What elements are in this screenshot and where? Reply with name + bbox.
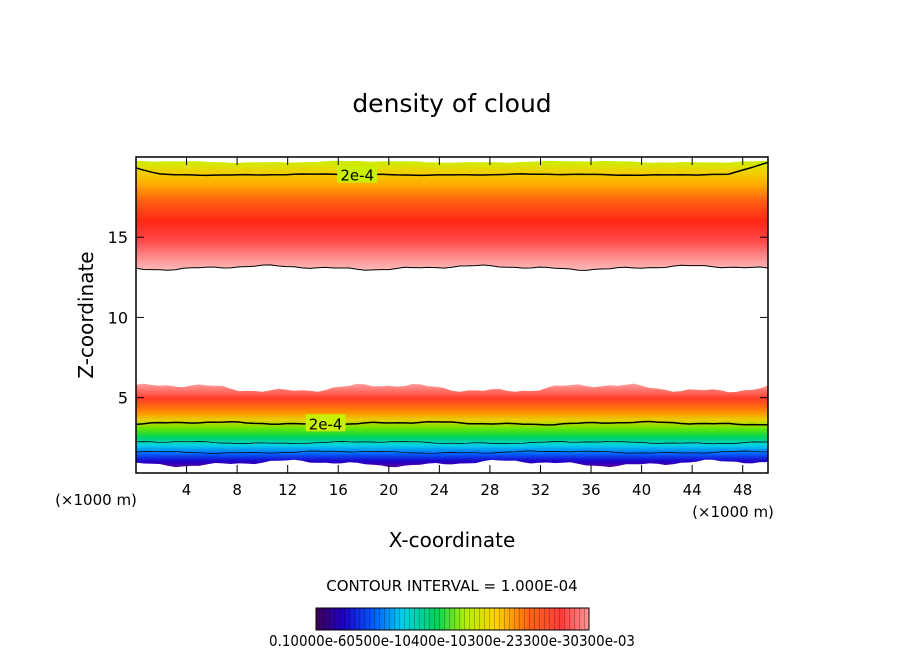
x-tick-label: 4 xyxy=(182,481,192,499)
lower-contour-line xyxy=(136,420,768,426)
lower-contour-label: 2e-4 xyxy=(309,415,343,433)
x-tick-label: 24 xyxy=(430,481,449,499)
upper-contour-label: 2e-4 xyxy=(340,167,374,185)
upper-cloud-layer xyxy=(136,160,768,271)
x-tick-label: 36 xyxy=(581,481,600,499)
x-tick-label: 16 xyxy=(329,481,348,499)
x-tick-label: 48 xyxy=(733,481,752,499)
x-unit-right: (×1000 m) xyxy=(692,503,774,521)
y-axis-ticks: 5 10 15 xyxy=(108,228,768,408)
x-tick-label: 28 xyxy=(480,481,499,499)
x-tick-label: 20 xyxy=(379,481,398,499)
y-tick-label: 5 xyxy=(118,389,128,408)
plot-frame xyxy=(135,156,769,474)
lower-cloud-layer xyxy=(136,383,768,468)
x-axis-label: X-coordinate xyxy=(389,528,516,552)
colorbar-labels: 0.10000e-60500e-10400e-10300e-23300e-303… xyxy=(269,632,635,650)
x-tick-label: 12 xyxy=(278,481,297,499)
x-tick-label: 8 xyxy=(232,481,242,499)
upper-contour-line xyxy=(136,161,768,177)
x-tick-label: 32 xyxy=(531,481,550,499)
upper-contour-label-bg xyxy=(337,165,378,183)
y-tick-label: 15 xyxy=(108,228,128,247)
x-unit-left: (×1000 m) xyxy=(55,491,137,509)
y-axis-label: Z-coordinate xyxy=(74,251,98,378)
colorbar-dividers xyxy=(316,608,589,630)
x-tick-label: 40 xyxy=(632,481,651,499)
contour-interval-text: CONTOUR INTERVAL = 1.000E-04 xyxy=(326,577,577,595)
lower-contour-label-bg xyxy=(305,414,346,432)
y-tick-label: 10 xyxy=(108,308,128,327)
lower-inner-contour xyxy=(136,450,768,454)
upper-layer-base-contour xyxy=(136,264,768,271)
plot-area: 2e-4 2e-4 xyxy=(136,160,768,468)
x-axis-ticks: 4 8 12 16 20 24 28 32 36 40 44 48 xyxy=(182,157,752,499)
x-tick-label: 44 xyxy=(683,481,702,499)
lower-inner-contour xyxy=(136,440,768,445)
chart-title: density of cloud xyxy=(352,89,551,118)
